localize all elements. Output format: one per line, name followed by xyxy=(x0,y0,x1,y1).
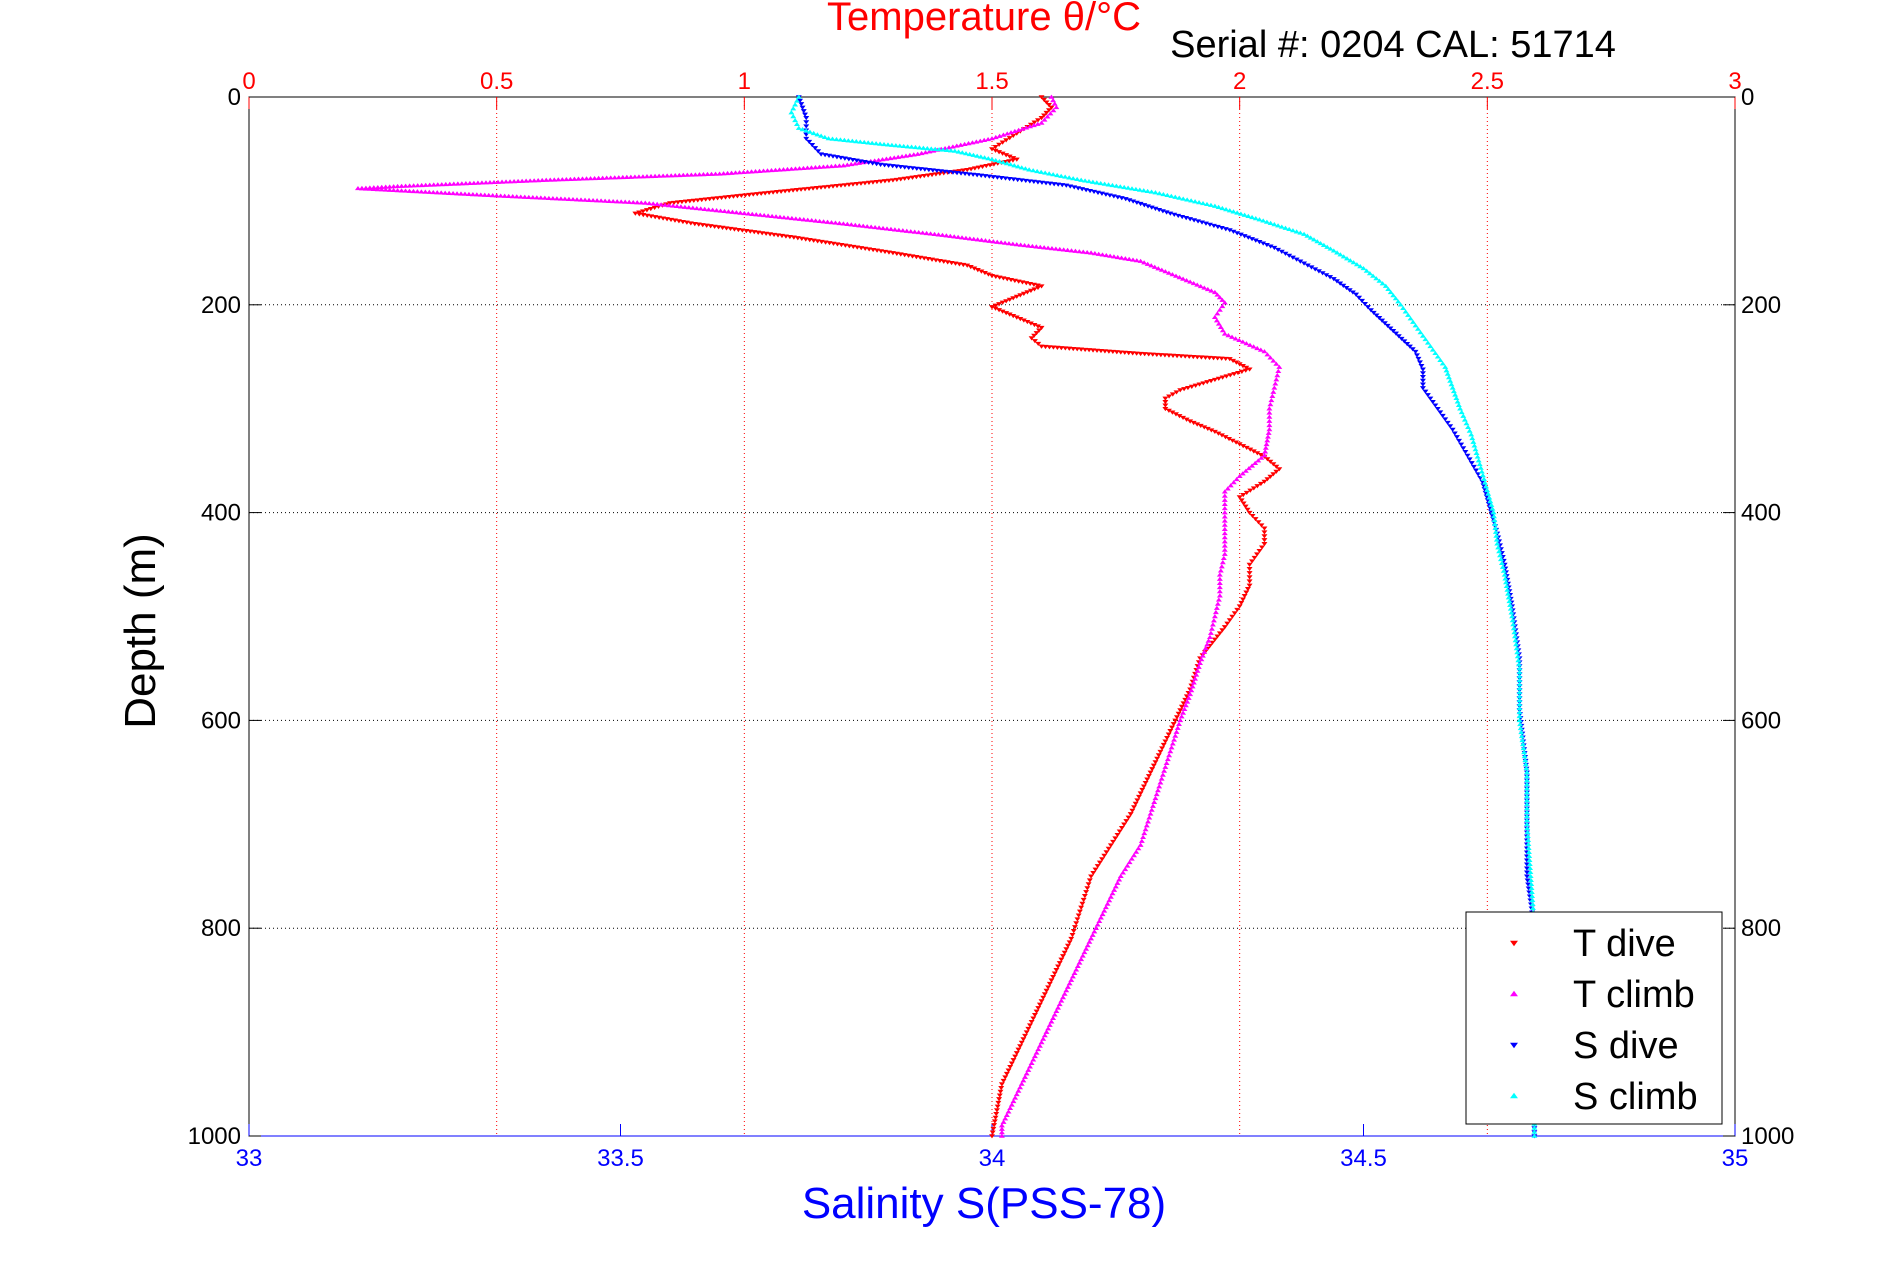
legend-marker xyxy=(1510,940,1518,947)
temperature-tick-label: 2 xyxy=(1233,68,1246,95)
depth-tick-label: 800 xyxy=(201,915,241,942)
depth-tick-label: 200 xyxy=(201,292,241,319)
salinity-tick-label: 34 xyxy=(979,1145,1006,1172)
depth-tick-label-right: 1000 xyxy=(1741,1123,1794,1150)
legend-marker xyxy=(1510,990,1518,997)
salinity-tick-label: 35 xyxy=(1722,1145,1749,1172)
top-axis-title: Temperature θ/°C xyxy=(827,0,1141,39)
legend: T dive T climb S dive S climb xyxy=(1465,911,1723,1125)
series-layer xyxy=(354,94,1538,1139)
salinity-tick-label: 33.5 xyxy=(597,1145,644,1172)
depth-tick-label: 600 xyxy=(201,707,241,734)
temperature-tick-label: 0.5 xyxy=(480,68,513,95)
legend-marker xyxy=(1510,1042,1518,1049)
legend-box xyxy=(1465,911,1723,1125)
depth-tick-label: 1000 xyxy=(188,1123,241,1150)
series-markers xyxy=(354,94,1283,1138)
legend-marker xyxy=(1510,1092,1518,1099)
legend-label: T dive xyxy=(1573,923,1676,965)
depth-tick-label-right: 200 xyxy=(1741,292,1781,319)
temperature-tick-label: 2.5 xyxy=(1471,68,1504,95)
serial-calibration-label: Serial #: 0204 CAL: 51714 xyxy=(1170,24,1616,66)
bottom-axis-title: Salinity S(PSS-78) xyxy=(802,1179,1166,1228)
depth-tick-label-right: 0 xyxy=(1741,84,1754,111)
depth-tick-label-right: 600 xyxy=(1741,707,1781,734)
temperature-tick-label: 1 xyxy=(738,68,751,95)
temperature-tick-label: 0 xyxy=(242,68,255,95)
salinity-tick-label: 33 xyxy=(236,1145,263,1172)
salinity-tick-label: 34.5 xyxy=(1340,1145,1387,1172)
depth-tick-label-right: 400 xyxy=(1741,500,1781,527)
legend-label: T climb xyxy=(1573,974,1695,1016)
y-axis-title: Depth (m) xyxy=(116,533,165,729)
temperature-axis: 0 0.5 1 1.5 2 2.5 3 xyxy=(242,68,1742,109)
legend-label: S climb xyxy=(1573,1076,1698,1118)
depth-axis: 0 0 200 200 400 400 600 600 800 800 1000 1000 xyxy=(188,84,1795,1150)
depth-tick-label-right: 800 xyxy=(1741,915,1781,942)
depth-tick-label: 0 xyxy=(228,84,241,111)
depth-tick-label: 400 xyxy=(201,500,241,527)
legend-label: S dive xyxy=(1573,1025,1679,1067)
temperature-tick-label: 3 xyxy=(1728,68,1741,95)
temperature-tick-label: 1.5 xyxy=(975,68,1008,95)
series-t-climb xyxy=(354,94,1283,1138)
